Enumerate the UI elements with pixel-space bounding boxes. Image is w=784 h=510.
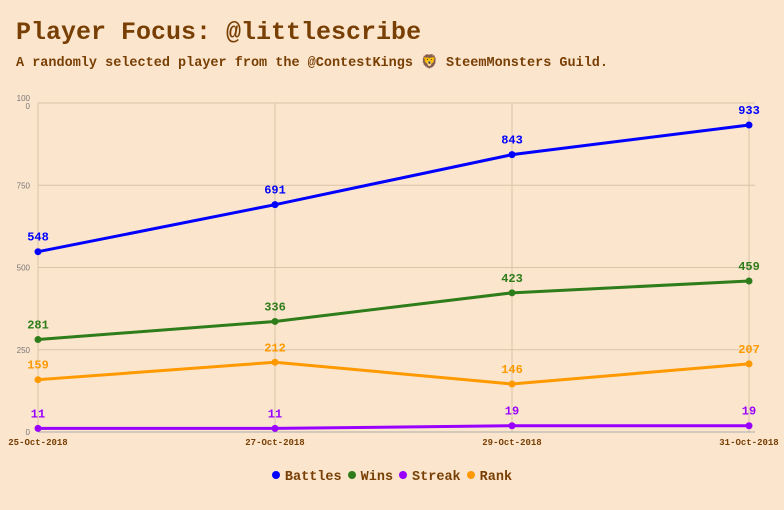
x-tick-label: 25-Oct-2018 xyxy=(8,438,67,448)
y-tick-label: 0 xyxy=(26,102,31,111)
series-line-wins xyxy=(37,279,750,342)
legend-item[interactable]: Wins xyxy=(347,470,394,485)
page-title: Player Focus: @littlescribe xyxy=(16,18,422,47)
y-tick-label: 500 xyxy=(17,264,31,273)
series-line-streak xyxy=(38,424,749,430)
series-line-battles xyxy=(37,123,750,254)
data-point xyxy=(508,380,516,388)
legend-item[interactable]: Battles xyxy=(271,470,342,485)
y-tick-label: 750 xyxy=(17,181,31,190)
legend-marker-icon xyxy=(399,471,408,479)
x-tick-label: 31-Oct-2018 xyxy=(719,438,778,448)
legend-label: Rank xyxy=(479,470,513,485)
data-point xyxy=(508,422,516,430)
data-point xyxy=(745,277,753,285)
data-label: 11 xyxy=(31,407,45,421)
data-label: 146 xyxy=(501,363,523,377)
data-label: 281 xyxy=(27,319,49,333)
data-point xyxy=(271,201,279,209)
data-label: 159 xyxy=(27,359,49,373)
data-point xyxy=(745,121,753,129)
data-point xyxy=(271,358,279,366)
data-point xyxy=(745,422,753,430)
x-tick-label: 29-Oct-2018 xyxy=(482,438,541,448)
data-point xyxy=(508,151,516,159)
data-label: 212 xyxy=(264,341,286,355)
data-point xyxy=(34,248,42,256)
legend-marker-icon xyxy=(466,471,475,479)
data-label: 336 xyxy=(264,300,286,314)
y-tick-label: 0 xyxy=(26,428,31,437)
data-point xyxy=(34,376,42,384)
data-label: 691 xyxy=(264,184,286,198)
legend-marker-icon xyxy=(347,471,356,479)
subtitle: A randomly selected player from the @Con… xyxy=(16,56,609,71)
data-label: 933 xyxy=(738,104,760,118)
data-label: 11 xyxy=(268,407,282,421)
legend-item[interactable]: Rank xyxy=(466,470,513,485)
legend-label: Streak xyxy=(412,470,461,485)
legend-label: Wins xyxy=(360,470,394,485)
data-point xyxy=(508,289,516,297)
y-tick-label: 100 xyxy=(17,94,31,103)
series-line-rank xyxy=(37,360,750,386)
legend-marker-icon xyxy=(271,471,280,479)
legend-label: Battles xyxy=(284,470,342,485)
data-label: 19 xyxy=(742,405,756,419)
legend: Battles Wins Streak Rank xyxy=(0,470,784,485)
data-point xyxy=(34,424,42,432)
legend-item[interactable]: Streak xyxy=(399,470,461,485)
data-point xyxy=(745,360,753,368)
y-tick-label: 250 xyxy=(17,346,31,355)
data-point xyxy=(271,424,279,432)
data-label: 459 xyxy=(738,260,760,274)
data-point xyxy=(34,336,42,344)
data-label: 548 xyxy=(27,231,49,245)
data-label: 207 xyxy=(738,343,760,357)
x-tick-label: 27-Oct-2018 xyxy=(245,438,304,448)
data-label: 423 xyxy=(501,272,523,286)
data-label: 843 xyxy=(501,134,523,148)
data-label: 19 xyxy=(505,405,519,419)
data-point xyxy=(271,317,279,325)
